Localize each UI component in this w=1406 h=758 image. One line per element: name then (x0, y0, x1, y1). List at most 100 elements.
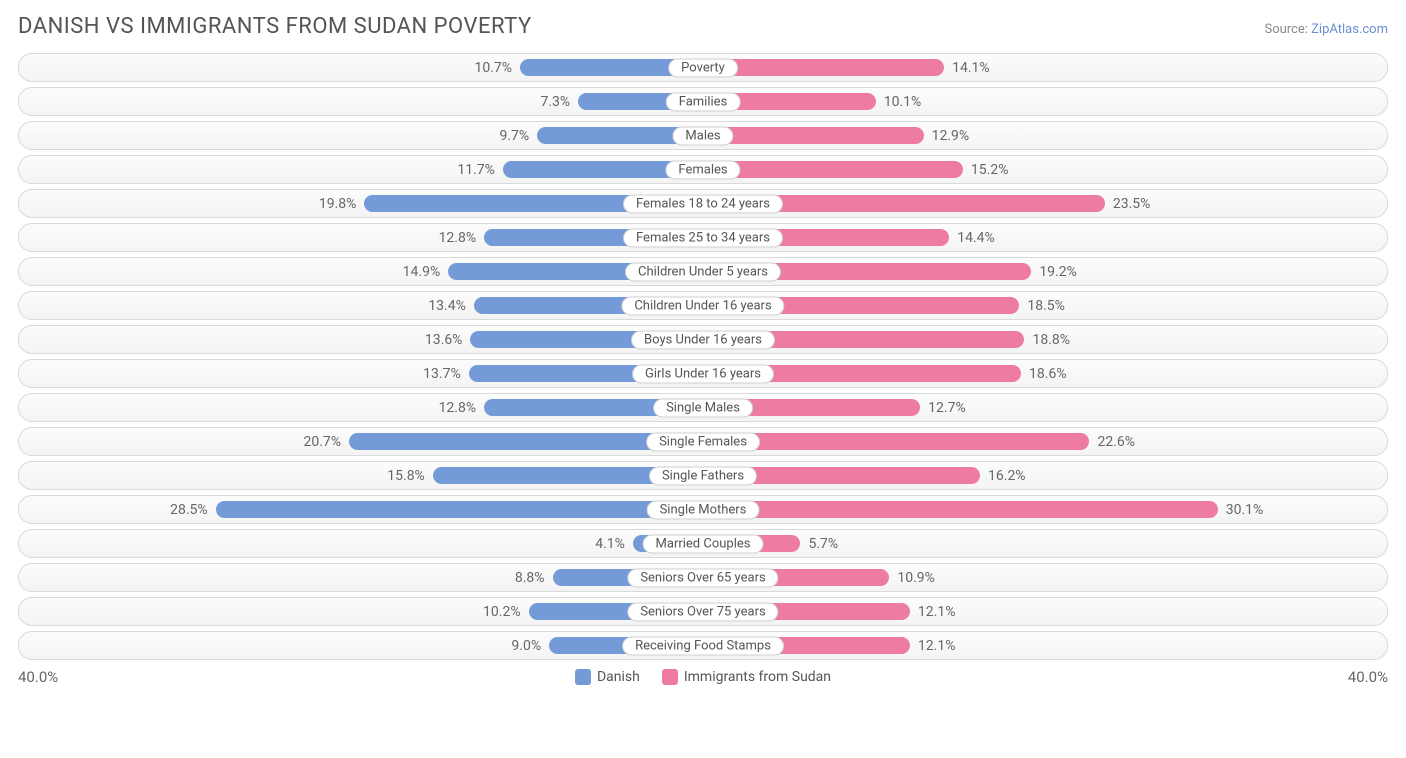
chart-row: 7.3% 10.1% Families (18, 87, 1388, 116)
row-right-half: 18.5% (703, 292, 1387, 319)
left-bar (216, 501, 703, 518)
left-value-label: 12.8% (431, 230, 485, 246)
category-pill: Children Under 5 years (625, 262, 781, 281)
category-pill: Single Males (653, 398, 753, 417)
right-value-label: 14.1% (944, 60, 998, 76)
row-right-half: 10.9% (703, 564, 1387, 591)
axis-max-right: 40.0% (1348, 668, 1388, 686)
left-value-label: 19.8% (311, 196, 365, 212)
chart-header: DANISH VS IMMIGRANTS FROM SUDAN POVERTY … (18, 14, 1388, 39)
left-value-label: 13.4% (420, 298, 474, 314)
row-left-half: 12.8% (19, 394, 703, 421)
diverging-bar-chart: DANISH VS IMMIGRANTS FROM SUDAN POVERTY … (0, 0, 1406, 696)
right-value-label: 16.2% (980, 468, 1034, 484)
chart-row: 11.7%15.2%Females (18, 155, 1388, 184)
row-left-half: 9.7% (19, 122, 703, 149)
chart-row: 9.0%12.1%Receiving Food Stamps (18, 631, 1388, 660)
right-bar (703, 59, 944, 76)
right-value-label: 18.8% (1024, 332, 1078, 348)
row-left-half: 12.8% (19, 224, 703, 251)
legend-item-danish: Danish (575, 669, 640, 685)
category-pill: Males (672, 126, 733, 145)
row-right-half: 5.7% (703, 530, 1387, 557)
row-left-half: 10.7% (19, 54, 703, 81)
chart-footer: 40.0% Danish Immigrants from Sudan 40.0% (18, 668, 1388, 686)
row-left-half: 14.9% (19, 258, 703, 285)
right-bar (703, 127, 924, 144)
row-left-half: 28.5% (19, 496, 703, 523)
row-right-half: 19.2% (703, 258, 1387, 285)
chart-row: 13.6% 18.8% Boys Under 16 years (18, 325, 1388, 354)
category-pill: Females (665, 160, 740, 179)
chart-row: 12.8% 14.4%Females 25 to 34 years (18, 223, 1388, 252)
right-value-label: 23.5% (1105, 196, 1159, 212)
right-value-label: 30.1% (1218, 502, 1272, 518)
chart-row: 20.7%22.6%Single Females (18, 427, 1388, 456)
legend-swatch-immigrants (662, 669, 678, 685)
chart-row: 8.8% 10.9% Seniors Over 65 years (18, 563, 1388, 592)
right-value-label: 10.9% (889, 570, 943, 586)
left-value-label: 4.1% (587, 536, 633, 552)
row-right-half: 12.1% (703, 632, 1387, 659)
row-right-half: 12.9% (703, 122, 1387, 149)
right-value-label: 10.1% (876, 94, 930, 110)
right-bar (703, 433, 1089, 450)
row-right-half: 16.2% (703, 462, 1387, 489)
right-value-label: 12.1% (910, 604, 964, 620)
chart-row: 28.5%30.1%Single Mothers (18, 495, 1388, 524)
row-right-half: 15.2% (703, 156, 1387, 183)
row-left-half: 13.6% (19, 326, 703, 353)
category-pill: Boys Under 16 years (631, 330, 775, 349)
source-link[interactable]: ZipAtlas.com (1311, 22, 1388, 37)
chart-rows: 10.7%14.1%Poverty7.3%10.1%Families9.7%12… (18, 53, 1388, 660)
chart-row: 12.8% 12.7% Single Males (18, 393, 1388, 422)
row-left-half: 11.7% (19, 156, 703, 183)
row-left-half: 20.7% (19, 428, 703, 455)
row-right-half: 12.1% (703, 598, 1387, 625)
source-prefix: Source: (1264, 22, 1311, 37)
right-value-label: 12.7% (920, 400, 974, 416)
right-value-label: 18.5% (1019, 298, 1073, 314)
row-left-half: 13.7% (19, 360, 703, 387)
row-left-half: 7.3% (19, 88, 703, 115)
chart-row: 15.8%16.2%Single Fathers (18, 461, 1388, 490)
chart-row: 9.7% 12.9%Males (18, 121, 1388, 150)
right-value-label: 22.6% (1089, 434, 1143, 450)
row-right-half: 18.6% (703, 360, 1387, 387)
category-pill: Females 18 to 24 years (623, 194, 783, 213)
category-pill: Seniors Over 65 years (627, 568, 778, 587)
left-value-label: 28.5% (162, 502, 216, 518)
row-right-half: 14.4% (703, 224, 1387, 251)
chart-legend: Danish Immigrants from Sudan (575, 669, 831, 685)
row-right-half: 22.6% (703, 428, 1387, 455)
category-pill: Seniors Over 75 years (627, 602, 778, 621)
axis-max-left: 40.0% (18, 668, 58, 686)
row-right-half: 18.8% (703, 326, 1387, 353)
row-right-half: 14.1% (703, 54, 1387, 81)
chart-row: 19.8% 23.5% Females 18 to 24 years (18, 189, 1388, 218)
right-value-label: 19.2% (1031, 264, 1085, 280)
category-pill: Families (666, 92, 741, 111)
category-pill: Females 25 to 34 years (623, 228, 783, 247)
row-right-half: 12.7% (703, 394, 1387, 421)
row-left-half: 4.1% (19, 530, 703, 557)
category-pill: Children Under 16 years (621, 296, 784, 315)
left-value-label: 9.0% (503, 638, 549, 654)
row-right-half: 23.5% (703, 190, 1387, 217)
right-value-label: 12.1% (910, 638, 964, 654)
left-value-label: 7.3% (532, 94, 578, 110)
left-value-label: 14.9% (395, 264, 449, 280)
category-pill: Married Couples (643, 534, 764, 553)
right-value-label: 5.7% (800, 536, 846, 552)
right-bar (703, 161, 963, 178)
legend-label-danish: Danish (597, 669, 640, 685)
chart-source: Source: ZipAtlas.com (1264, 22, 1388, 37)
row-left-half: 9.0% (19, 632, 703, 659)
left-value-label: 8.8% (507, 570, 553, 586)
row-left-half: 8.8% (19, 564, 703, 591)
row-left-half: 10.2% (19, 598, 703, 625)
left-value-label: 12.8% (431, 400, 485, 416)
left-value-label: 9.7% (491, 128, 537, 144)
chart-row: 10.2% 12.1% Seniors Over 75 years (18, 597, 1388, 626)
chart-row: 10.7%14.1%Poverty (18, 53, 1388, 82)
